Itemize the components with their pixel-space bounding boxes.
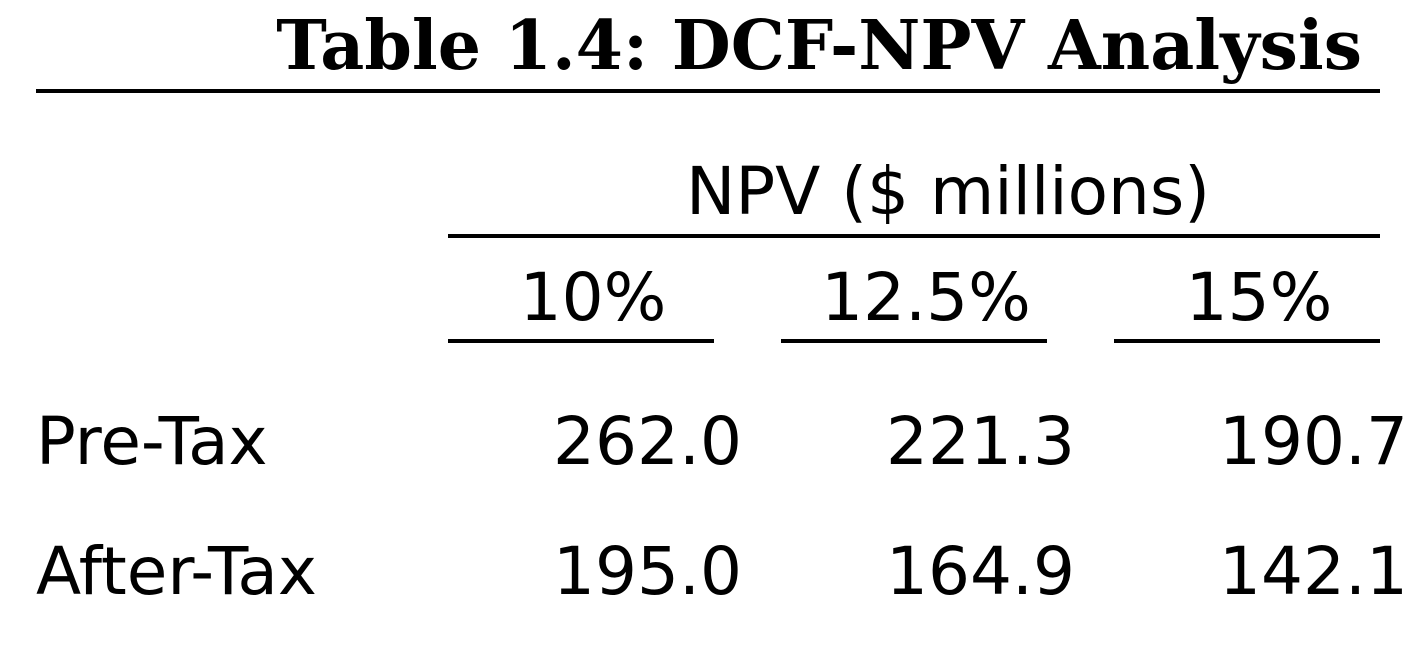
column-group-rule bbox=[448, 234, 1380, 238]
table-title: Table 1.4: DCF-NPV Analysis bbox=[276, 6, 1362, 86]
column-rule-10pct bbox=[448, 339, 714, 343]
cell-pre-tax-10pct: 262.0 bbox=[553, 403, 742, 480]
cell-after-tax-10pct: 195.0 bbox=[553, 533, 742, 610]
column-rule-12-5pct bbox=[781, 339, 1047, 343]
column-header-15pct: 15% bbox=[1185, 259, 1333, 336]
cell-after-tax-15pct: 142.1 bbox=[1219, 533, 1408, 610]
cell-after-tax-12-5pct: 164.9 bbox=[886, 533, 1075, 610]
column-group-header: NPV ($ millions) bbox=[685, 153, 1210, 230]
column-header-10pct: 10% bbox=[519, 259, 667, 336]
title-rule bbox=[36, 89, 1380, 93]
column-header-12-5pct: 12.5% bbox=[821, 259, 1031, 336]
column-rule-15pct bbox=[1114, 339, 1380, 343]
row-label-after-tax: After-Tax bbox=[36, 533, 317, 610]
row-label-pre-tax: Pre-Tax bbox=[36, 403, 268, 480]
cell-pre-tax-12-5pct: 221.3 bbox=[886, 403, 1075, 480]
cell-pre-tax-15pct: 190.7 bbox=[1219, 403, 1408, 480]
